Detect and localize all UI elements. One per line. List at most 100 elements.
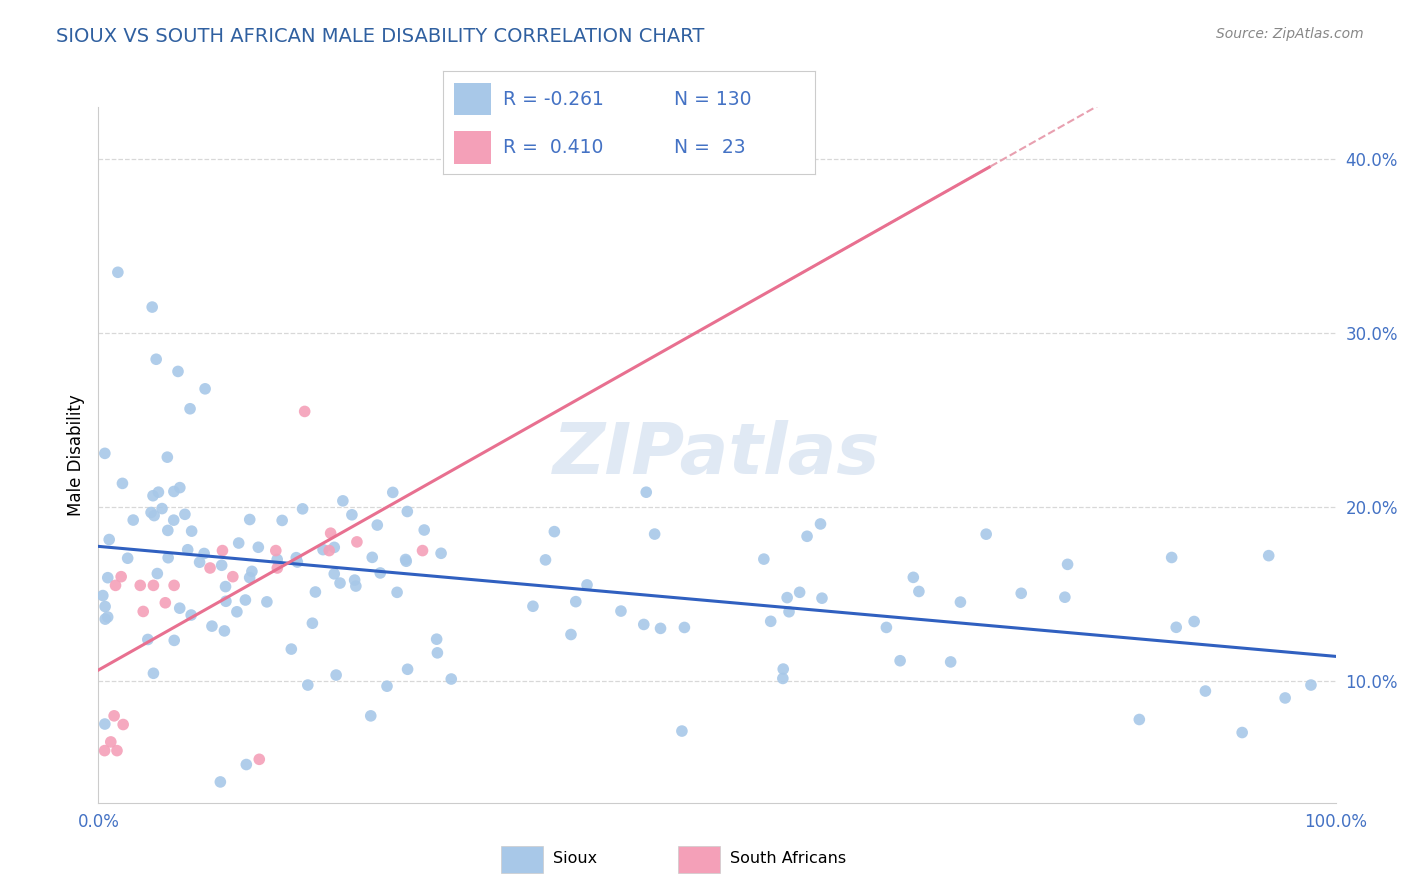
Point [215,594,238,608]
Point [266,561,288,575]
Point [222,569,245,583]
Point [280,642,302,657]
Point [811,591,834,606]
Point [1053,591,1076,605]
Point [366,518,388,533]
Point [361,550,384,565]
Point [239,571,262,585]
Point [343,573,366,587]
Point [796,529,818,543]
Point [100,735,122,749]
Text: ZIPatlas: ZIPatlas [554,420,880,490]
Point [772,662,794,676]
Point [214,580,236,594]
Text: Source: ZipAtlas.com: Source: ZipAtlas.com [1216,27,1364,41]
Point [312,542,335,557]
Text: N = 130: N = 130 [673,89,751,109]
Point [543,524,565,539]
Point [163,578,186,592]
Point [264,543,287,558]
Point [426,646,449,660]
Point [142,666,165,681]
Point [650,621,672,635]
Point [412,543,434,558]
Point [285,550,308,565]
Point [329,576,352,591]
Point [148,485,170,500]
Point [323,541,346,555]
Point [1194,684,1216,698]
Point [167,364,190,378]
Point [247,752,270,766]
Point [440,672,463,686]
Point [180,608,202,623]
Point [1299,678,1322,692]
Point [107,265,129,279]
Point [344,579,367,593]
Point [368,566,391,580]
Point [176,542,198,557]
Point [111,476,134,491]
Point [122,513,145,527]
Point [565,594,588,608]
Point [1182,615,1205,629]
Point [1230,725,1253,739]
Point [1160,550,1182,565]
FancyBboxPatch shape [678,847,720,873]
Point [188,555,211,569]
Point [772,672,794,686]
Point [271,513,294,527]
Point [789,585,811,599]
Point [323,566,346,581]
Point [671,724,693,739]
Point [610,604,633,618]
Point [150,501,173,516]
Point [1128,713,1150,727]
Point [346,534,368,549]
Point [759,615,782,629]
Point [522,599,544,614]
Point [201,619,224,633]
Point [396,662,419,676]
Point [396,504,419,518]
Point [285,555,308,569]
Point [228,536,250,550]
Point [94,446,117,460]
FancyBboxPatch shape [454,83,491,115]
Point [939,655,962,669]
Point [534,553,557,567]
Point [117,551,139,566]
Point [180,524,202,538]
Point [146,566,169,581]
Point [193,546,215,560]
Point [156,524,179,538]
FancyBboxPatch shape [501,847,543,873]
Point [381,485,404,500]
Point [174,508,197,522]
Point [776,591,799,605]
Point [360,709,382,723]
Point [413,523,436,537]
Point [332,494,354,508]
Point [1056,558,1078,572]
Point [132,605,155,619]
Point [155,596,177,610]
Point [225,605,247,619]
Point [129,578,152,592]
Point [169,481,191,495]
Point [889,654,911,668]
Point [395,554,418,568]
Point [318,543,340,558]
Point [143,508,166,523]
Text: Sioux: Sioux [554,851,598,866]
Point [198,561,221,575]
Y-axis label: Male Disability: Male Disability [66,394,84,516]
Point [98,533,121,547]
Point [247,541,270,555]
Point [636,485,658,500]
Point [163,633,186,648]
Point [169,601,191,615]
Point [145,352,167,367]
Point [103,708,125,723]
Point [673,620,696,634]
